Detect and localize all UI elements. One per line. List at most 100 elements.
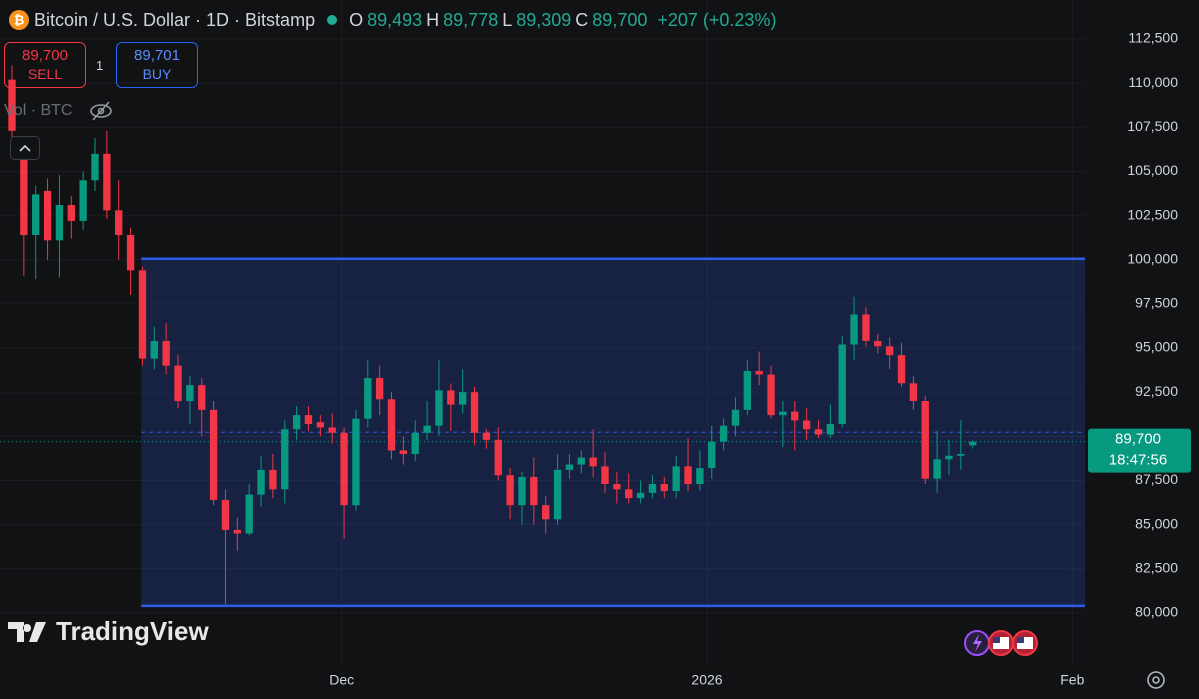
buy-button[interactable]: 89,701 BUY (116, 42, 198, 88)
candle-body (447, 390, 455, 405)
candle-body (731, 409, 740, 426)
volume-label: Vol · BTC (4, 102, 73, 119)
btc-icon: ₿ (9, 10, 29, 30)
sell-button[interactable]: 89,700 SELL (4, 42, 86, 88)
change: +207 (+0.23%) (657, 9, 777, 30)
price-tag-time: 18:47:56 (1109, 452, 1167, 469)
candle-body (20, 150, 28, 236)
y-tick-label: 82,500 (1135, 559, 1178, 575)
y-tick-label: 87,500 (1135, 471, 1178, 487)
y-tick-label: 105,000 (1127, 162, 1178, 178)
candle-body (802, 420, 811, 430)
candle-body (411, 432, 419, 454)
candle-body (874, 340, 882, 347)
o-label: O (349, 9, 364, 30)
y-tick-label: 102,500 (1127, 206, 1178, 222)
candle-body (126, 235, 135, 271)
candle-body (684, 466, 692, 485)
candle-body (186, 385, 194, 402)
candle-body (826, 423, 835, 435)
hide-icon[interactable] (88, 100, 114, 122)
candle-body (340, 432, 348, 506)
event-icons[interactable] (955, 628, 1045, 658)
candle-body (518, 476, 526, 506)
candle-body (708, 441, 716, 469)
candle-body (162, 340, 170, 366)
candle-body (8, 79, 16, 131)
candle-body (32, 194, 40, 236)
candle-body (779, 411, 787, 416)
y-tick-label: 112,500 (1128, 30, 1178, 46)
candle-body (696, 468, 704, 485)
brand-icon (8, 621, 46, 642)
candle-body (542, 505, 550, 520)
header: ₿ Bitcoin / U.S. Dollar · 1D · Bitstamp … (8, 8, 776, 32)
candle-body (55, 205, 64, 241)
candle-body (399, 450, 408, 454)
candle-body (636, 492, 645, 499)
candle-body (245, 494, 253, 534)
candle-body (423, 425, 431, 433)
svg-text:₿: ₿ (14, 12, 25, 27)
y-tick-label: 100,000 (1127, 250, 1178, 266)
candle-body (791, 411, 799, 421)
candle-body (957, 453, 965, 456)
candle-body (755, 370, 763, 375)
candle-body (767, 374, 775, 416)
candle-body (933, 459, 941, 479)
h-value: 89,778 (443, 9, 499, 30)
candle-body (316, 422, 325, 428)
symbol-title: Bitcoin / U.S. Dollar · 1D · Bitstamp (34, 9, 316, 30)
candle-body (43, 190, 52, 241)
candle-body (862, 314, 870, 341)
candle-body (921, 401, 929, 479)
candle-body (660, 484, 668, 492)
candle-body (719, 425, 728, 442)
candle-body (601, 466, 609, 485)
y-tick-label: 80,000 (1135, 604, 1178, 620)
price-tag (1088, 428, 1191, 473)
candle-body (969, 441, 977, 446)
candle-body (364, 378, 372, 419)
l-label: L (502, 9, 513, 30)
candle-body (67, 205, 75, 221)
y-tick-label: 110,000 (1128, 74, 1178, 90)
c-value: 89,700 (592, 9, 648, 30)
candle-body (257, 469, 265, 495)
l-value: 89,309 (516, 9, 572, 30)
sell-price: 89,700 (22, 47, 68, 64)
candle-body (814, 429, 823, 435)
y-tick-label: 85,000 (1135, 515, 1178, 531)
candle-body (897, 355, 906, 384)
status-dot (327, 15, 338, 25)
candle-body (138, 270, 147, 359)
x-tick-label: Dec (329, 672, 354, 688)
sell-label: SELL (27, 66, 63, 82)
y-tick-label: 92,500 (1135, 383, 1178, 399)
candle-body (506, 475, 514, 506)
candle-body (885, 346, 894, 356)
candle-body (530, 476, 538, 506)
candle-body (470, 392, 479, 433)
settings-icon[interactable] (1144, 668, 1168, 692)
collapse-button[interactable] (10, 136, 40, 160)
candle-body (103, 153, 111, 211)
candle-body (553, 469, 562, 520)
candle-body (743, 370, 752, 410)
brand-logo: TradingView (8, 616, 209, 647)
candle-body (838, 344, 846, 424)
o-value: 89,493 (367, 9, 423, 30)
candle-body (565, 464, 574, 470)
candle-body (328, 427, 336, 433)
candle-body (209, 409, 218, 500)
candle-body (115, 210, 123, 236)
c-label: C (575, 9, 589, 30)
candle-body (79, 180, 87, 221)
candle-body (281, 429, 289, 490)
candle-body (269, 469, 277, 490)
candle-body (292, 415, 301, 430)
candle-body (352, 418, 360, 506)
quantity: 1 (96, 58, 104, 73)
x-tick-label: Feb (1060, 672, 1084, 688)
